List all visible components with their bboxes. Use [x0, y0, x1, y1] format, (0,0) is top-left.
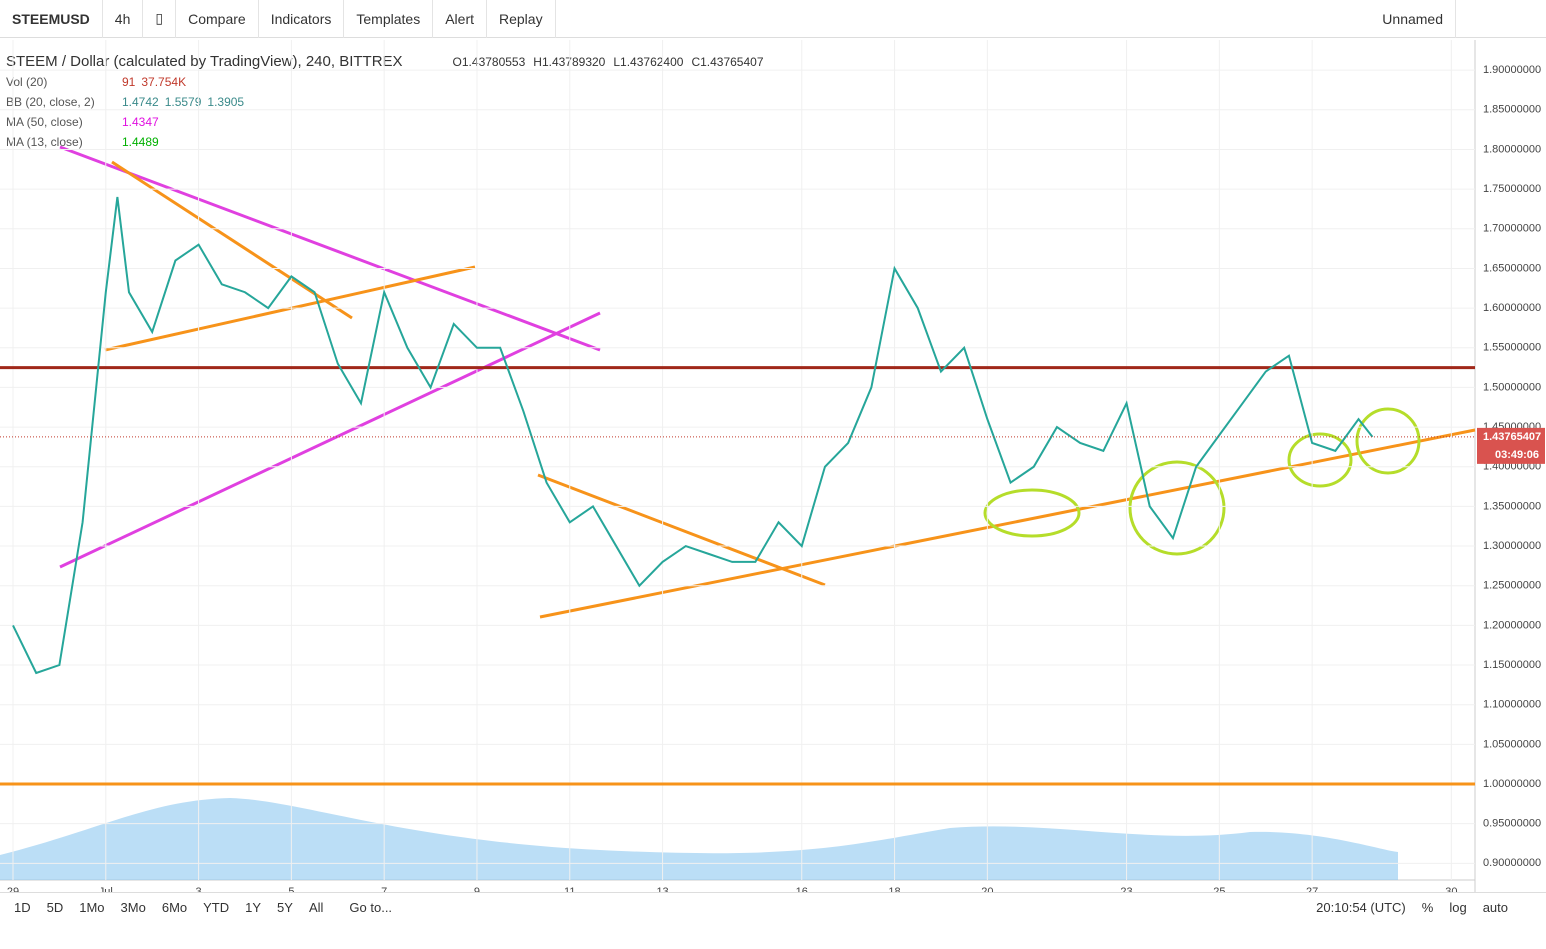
interval[interactable]: 4h — [103, 0, 144, 38]
legend-row: Vol (20) 91 37.754K — [6, 72, 764, 92]
x-tick-label: 18 — [888, 886, 900, 892]
x-tick-label: 27 — [1306, 886, 1318, 892]
y-tick-label: 1.85000000 — [1483, 104, 1541, 116]
range-button[interactable]: 3Mo — [120, 900, 146, 915]
x-tick-label: 16 — [796, 886, 808, 892]
toolbar-button[interactable]: Templates — [344, 0, 434, 38]
y-tick-label: 1.00000000 — [1483, 778, 1541, 790]
indicator-name: BB (20, close, 2) — [6, 95, 95, 109]
legend-title: STEEM / Dollar (calculated by TradingVie… — [6, 53, 403, 70]
ohlc-value: O1.43780553 — [452, 55, 526, 69]
y-tick-label: 1.35000000 — [1483, 500, 1541, 512]
x-tick-label: Jul — [99, 886, 113, 892]
x-tick-label: 29 — [7, 886, 19, 892]
scale-option[interactable]: log — [1449, 900, 1467, 915]
range-button[interactable]: 1Mo — [79, 900, 105, 915]
range-button[interactable]: All — [308, 900, 324, 915]
indicator-value: 1.3905 — [207, 95, 245, 109]
range-button[interactable]: 1Y — [245, 900, 262, 915]
indicator-value: 1.4347 — [122, 115, 159, 129]
y-tick-label: 1.70000000 — [1483, 223, 1541, 235]
countdown: 03:49:06 — [1495, 449, 1539, 461]
toolbar: STEEMUSD 4h ▯ Compare Indicators Templates… — [0, 0, 1546, 38]
volume-area — [0, 798, 1398, 880]
layout[interactable]: Unnamed — [1370, 0, 1456, 38]
y-tick-label: 1.25000000 — [1483, 580, 1541, 592]
x-tick-label: 13 — [656, 886, 668, 892]
scale-option[interactable]: % — [1421, 900, 1434, 915]
range-button[interactable]: 1D — [14, 900, 31, 915]
toolbar-button[interactable]: Alert — [433, 0, 487, 38]
x-tick-label: 23 — [1120, 886, 1132, 892]
indicator-value: 1.4489 — [122, 135, 159, 149]
range-button[interactable]: YTD — [203, 900, 230, 915]
y-tick-label: 1.05000000 — [1483, 738, 1541, 750]
symbol[interactable]: STEEMUSD — [0, 0, 103, 38]
chart-style[interactable]: ▯ — [143, 0, 177, 38]
x-tick-label: 25 — [1213, 886, 1225, 892]
y-tick-label: 1.20000000 — [1483, 619, 1541, 631]
y-tick-label: 1.15000000 — [1483, 659, 1541, 671]
x-tick-label: 5 — [288, 886, 294, 892]
x-tick-label: 20 — [981, 886, 993, 892]
x-tick-label: 3 — [196, 886, 202, 892]
indicator-name: Vol (20) — [6, 75, 48, 89]
price-line — [12, 196, 1374, 675]
x-tick-label: 9 — [474, 886, 480, 892]
indicator-name: MA (50, close) — [6, 115, 83, 129]
last-price-label: 1.43765407 — [1483, 431, 1541, 443]
range-button[interactable]: 6Mo — [161, 900, 188, 915]
legend: STEEM / Dollar (calculated by TradingVie… — [6, 52, 764, 152]
indicator-value: 1.4742 — [122, 95, 159, 109]
toolbar-button[interactable]: Replay — [487, 0, 556, 38]
legend-row: MA (50, close) 1.4347 — [6, 112, 764, 132]
legend-row: MA (13, close) 1.4489 — [6, 132, 764, 152]
indicator-value: 1.5579 — [164, 95, 202, 109]
indicator-name: MA (13, close) — [6, 135, 83, 149]
bottom-bar: 1D 5D 1Mo 3Mo 6Mo YTD 1Y 5Y All Go to... 20:10:5… — [0, 892, 1546, 922]
x-tick-label: 7 — [381, 886, 387, 892]
y-tick-label: 0.95000000 — [1483, 818, 1541, 830]
y-tick-label: 1.50000000 — [1483, 381, 1541, 393]
y-tick-label: 1.80000000 — [1483, 143, 1541, 155]
indicator-value: 91 — [122, 75, 136, 89]
ohlc-value: L1.43762400 — [613, 55, 684, 69]
ohlc-value: C1.43765407 — [691, 55, 764, 69]
y-tick-label: 1.90000000 — [1483, 64, 1541, 76]
y-tick-label: 0.90000000 — [1483, 857, 1541, 869]
toolbar-button[interactable]: Compare — [176, 0, 259, 38]
y-tick-label: 1.75000000 — [1483, 183, 1541, 195]
y-tick-label: 1.10000000 — [1483, 699, 1541, 711]
y-tick-label: 1.65000000 — [1483, 262, 1541, 274]
goto[interactable]: Go to... — [349, 900, 393, 915]
last-price-box — [1477, 427, 1545, 464]
scale-option[interactable]: auto — [1482, 900, 1508, 915]
toolbar-button[interactable]: Indicators — [259, 0, 345, 38]
range-button[interactable]: 5D — [46, 900, 64, 915]
y-tick-label: 1.55000000 — [1483, 342, 1541, 354]
x-tick-label: 30 — [1445, 886, 1457, 892]
range-button[interactable]: 5Y — [277, 900, 293, 915]
clock: 20:10:54 (UTC) — [1316, 900, 1406, 915]
y-tick-label: 1.30000000 — [1483, 540, 1541, 552]
legend-row: BB (20, close, 2) 1.4742 1.5579 1.3905 — [6, 92, 764, 112]
y-tick-label: 1.60000000 — [1483, 302, 1541, 314]
indicator-value: 37.754K — [141, 75, 187, 89]
legend-row: STEEM / Dollar (calculated by TradingVie… — [6, 52, 764, 72]
x-tick-label: 11 — [564, 886, 575, 892]
chart: 0.90000000 0.95000000 1.00000000 1.05000000… — [0, 40, 1545, 892]
